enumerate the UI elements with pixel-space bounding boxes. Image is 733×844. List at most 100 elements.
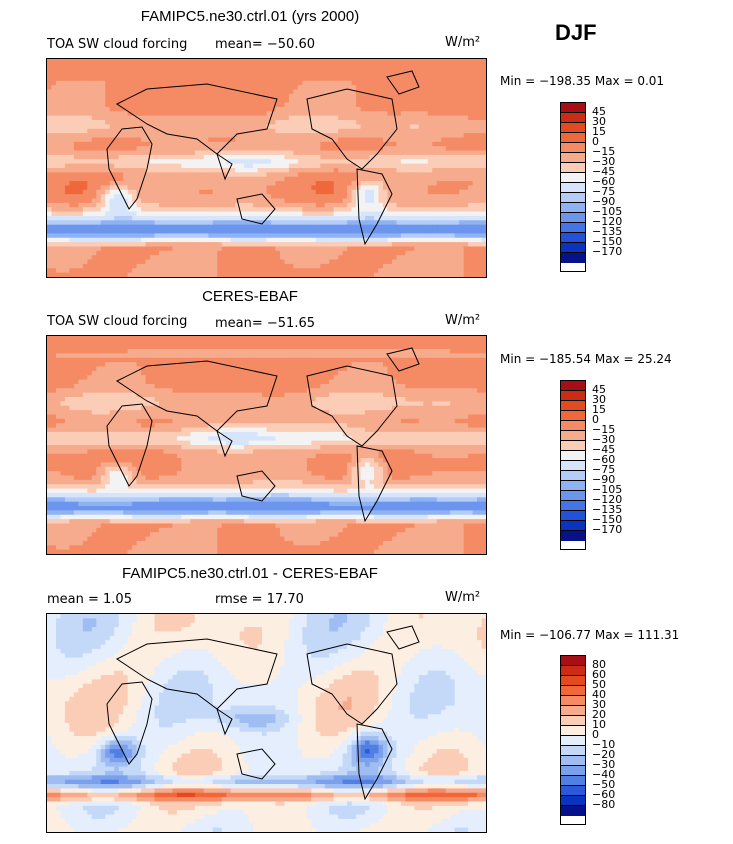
colorbar-cell	[561, 511, 585, 521]
season-label: DJF	[555, 20, 597, 45]
colorbar-cell	[561, 806, 585, 816]
colorbar-tick-label: 80	[592, 658, 606, 671]
colorbar-cell	[561, 401, 585, 411]
colorbar-cell	[561, 163, 585, 173]
colorbar-cell	[561, 451, 585, 461]
colorbar-cell	[561, 521, 585, 531]
colorbar-cell	[561, 193, 585, 203]
panel-2-map	[46, 335, 487, 555]
colorbar-tick-label: −15	[592, 423, 616, 436]
colorbar-cell	[561, 481, 585, 491]
map-field	[47, 336, 486, 554]
colorbar-tick-label: 45	[592, 105, 606, 118]
colorbar-cell	[561, 441, 585, 451]
colorbar-tick-label: 30	[592, 115, 606, 128]
colorbar-cell	[561, 431, 585, 441]
colorbar-tick-label: −120	[592, 215, 623, 228]
colorbar-cell	[561, 501, 585, 511]
colorbar-tick-label: 30	[592, 393, 606, 406]
colorbar-cell	[561, 726, 585, 736]
panel-1-mean: mean= −50.60	[215, 37, 316, 52]
colorbar-tick-label: −75	[592, 185, 616, 198]
colorbar-tick-label: 45	[592, 383, 606, 396]
colorbar-tick-label: −90	[592, 473, 616, 486]
map-field	[47, 59, 486, 277]
colorbar-tick-label: −60	[592, 175, 616, 188]
colorbar-cell	[561, 253, 585, 263]
colorbar-cell	[561, 391, 585, 401]
panel-1-map	[46, 58, 487, 278]
colorbar-tick-label: 40	[592, 688, 606, 701]
colorbar-tick-label: −30	[592, 155, 616, 168]
colorbar-cell	[561, 461, 585, 471]
panel-2-colorbar	[560, 380, 586, 550]
colorbar-cell	[561, 113, 585, 123]
colorbar-cell	[561, 103, 585, 113]
panel-3-minmax: Min = −106.77 Max = 111.31	[500, 628, 680, 642]
colorbar-cell	[561, 173, 585, 183]
panel-2-minmax: Min = −185.54 Max = 25.24	[500, 352, 672, 366]
panel-3-colorbar	[560, 655, 586, 825]
colorbar-tick-label: −45	[592, 165, 616, 178]
colorbar-cell	[561, 756, 585, 766]
colorbar-tick-label: −45	[592, 443, 616, 456]
colorbar-tick-label: −60	[592, 453, 616, 466]
colorbar-cell	[561, 676, 585, 686]
colorbar-tick-label: 0	[592, 135, 599, 148]
colorbar-cell	[561, 666, 585, 676]
colorbar-cell	[561, 133, 585, 143]
colorbar-cell	[561, 706, 585, 716]
colorbar-cell	[561, 696, 585, 706]
colorbar-cell	[561, 736, 585, 746]
colorbar-tick-label: −135	[592, 225, 623, 238]
panel-3-mean: mean = 1.05	[47, 592, 132, 607]
colorbar-tick-label: −20	[592, 748, 616, 761]
panel-1-minmax: Min = −198.35 Max = 0.01	[500, 74, 665, 88]
panel-3-map	[46, 613, 487, 833]
colorbar-tick-label: −150	[592, 235, 623, 248]
panel-2-mean: mean= −51.65	[215, 316, 316, 331]
colorbar-cell	[561, 213, 585, 223]
colorbar-cell	[561, 686, 585, 696]
colorbar-tick-label: −15	[592, 145, 616, 158]
panel-1-unit: W/m²	[445, 35, 481, 50]
colorbar-tick-label: 30	[592, 698, 606, 711]
colorbar-tick-label: −10	[592, 738, 616, 751]
colorbar-cell	[561, 531, 585, 541]
colorbar-cell	[561, 411, 585, 421]
colorbar-cell	[561, 746, 585, 756]
colorbar-tick-label: −120	[592, 493, 623, 506]
colorbar-cell	[561, 183, 585, 193]
map-field	[47, 614, 486, 832]
colorbar-tick-label: −75	[592, 463, 616, 476]
colorbar-cell	[561, 143, 585, 153]
colorbar-tick-label: −40	[592, 768, 616, 781]
colorbar-tick-label: −30	[592, 758, 616, 771]
colorbar-tick-label: −170	[592, 245, 623, 258]
colorbar-cell	[561, 776, 585, 786]
colorbar-tick-label: 15	[592, 125, 606, 138]
colorbar-cell	[561, 153, 585, 163]
colorbar-cell	[561, 796, 585, 806]
colorbar-tick-label: −150	[592, 513, 623, 526]
colorbar-cell	[561, 421, 585, 431]
colorbar-tick-label: −80	[592, 798, 616, 811]
colorbar-cell	[561, 471, 585, 481]
colorbar-tick-label: 20	[592, 708, 606, 721]
panel-3-title: FAMIPC5.ne30.ctrl.01 - CERES-EBAF	[122, 565, 378, 582]
colorbar-tick-label: −105	[592, 205, 623, 218]
panel-1-variable: TOA SW cloud forcing	[47, 37, 188, 52]
panel-1-title: FAMIPC5.ne30.ctrl.01 (yrs 2000)	[140, 8, 360, 25]
colorbar-tick-label: 15	[592, 403, 606, 416]
colorbar-cell	[561, 491, 585, 501]
colorbar-tick-label: −30	[592, 433, 616, 446]
panel-2-unit: W/m²	[445, 313, 481, 328]
panel-3-unit: W/m²	[445, 590, 481, 605]
colorbar-cell	[561, 223, 585, 233]
colorbar-cell	[561, 203, 585, 213]
colorbar-tick-label: 0	[592, 413, 599, 426]
colorbar-tick-label: 0	[592, 728, 599, 741]
colorbar-cell	[561, 381, 585, 391]
colorbar-tick-label: 50	[592, 678, 606, 691]
colorbar-tick-label: 10	[592, 718, 606, 731]
